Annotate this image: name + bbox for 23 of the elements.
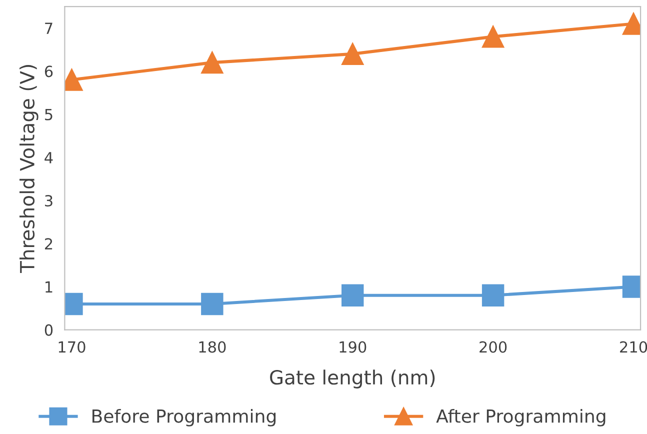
point — [342, 284, 364, 306]
legend-label: Before Programming — [92, 408, 276, 426]
point — [201, 292, 224, 316]
point — [201, 51, 224, 74]
legend-label: After Programming — [436, 408, 606, 426]
y-tick-label: 2 — [44, 238, 52, 250]
point — [342, 42, 364, 66]
y-axis-title: Threshold Voltage (V) — [19, 65, 38, 274]
y-tick-label: 6 — [44, 66, 53, 78]
x-tick-label: 190 — [340, 341, 366, 353]
y-tick-label: 0 — [44, 324, 53, 336]
x-tick-label: 180 — [199, 341, 226, 353]
point — [482, 26, 504, 48]
y-tick-label: 7 — [45, 22, 52, 34]
y-tick-label: 5 — [45, 108, 52, 120]
x-axis-title: Gate length (nm) — [270, 370, 435, 388]
y-tick-label: 4 — [44, 152, 53, 164]
y-tick-label: 1 — [46, 281, 52, 293]
x-tick-label: 200 — [480, 341, 507, 353]
x-tick-label: 210 — [620, 341, 647, 353]
point — [482, 284, 504, 306]
y-tick-label: 3 — [45, 194, 52, 207]
x-tick-label: 170 — [58, 341, 86, 353]
